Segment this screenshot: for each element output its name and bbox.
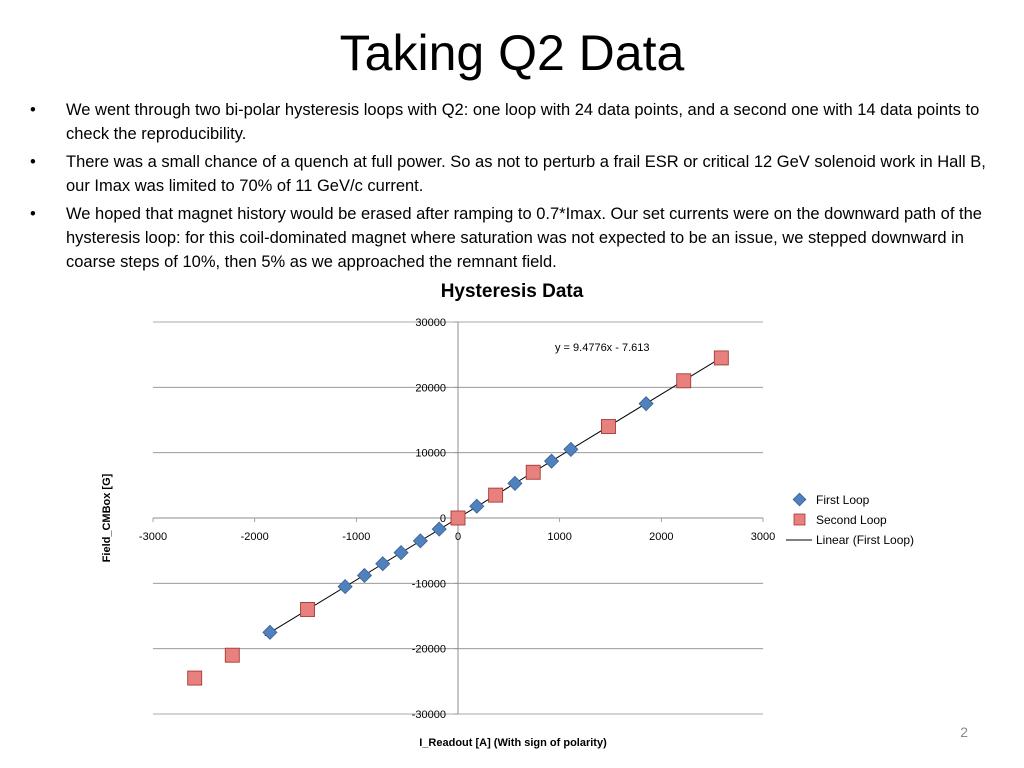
data-point-first-loop	[638, 396, 654, 412]
data-point-second-loop	[224, 647, 240, 663]
data-point-second-loop	[676, 373, 692, 389]
x-tick-label: 2000	[649, 531, 673, 543]
legend-item-linear: Linear (First Loop)	[786, 533, 914, 547]
data-point-first-loop	[507, 475, 523, 491]
data-point-first-loop	[543, 453, 560, 469]
legend-marker-second-loop	[793, 513, 806, 526]
trendline-equation: y = 9.4776x - 7.613	[555, 342, 649, 354]
data-point-first-loop	[469, 498, 485, 514]
y-axis-title: Field_CMBox [G]	[101, 473, 113, 562]
data-point-first-loop	[356, 567, 373, 584]
y-tick-label: 20000	[415, 382, 446, 394]
data-point-second-loop	[450, 510, 466, 526]
legend-label-first-loop: First Loop	[816, 493, 870, 507]
x-axis-title: I_Readout [A] (With sign of polarity)	[419, 737, 607, 749]
slide-title: Taking Q2 Data	[339, 25, 685, 81]
bullet-item: We went through two bi-polar hysteresis …	[30, 98, 990, 146]
bullet-list: We went through two bi-polar hysteresis …	[30, 98, 990, 278]
data-point-second-loop	[300, 602, 315, 617]
data-point-second-loop	[713, 350, 729, 366]
data-point-first-loop	[337, 579, 353, 595]
x-tick-label: -1000	[342, 531, 370, 543]
x-tick-label: 0	[455, 531, 461, 543]
legend-label-linear: Linear (First Loop)	[816, 533, 914, 547]
data-point-first-loop	[412, 533, 428, 549]
legend-marker-first-loop	[792, 492, 807, 507]
y-tick-label: -20000	[412, 644, 446, 656]
data-point-second-loop	[601, 419, 616, 434]
y-tick-label: 30000	[415, 317, 446, 329]
chart-legend: First Loop Second Loop Linear (First Loo…	[786, 492, 914, 547]
bullet-item: There was a small chance of a quench at …	[30, 150, 990, 198]
y-tick-label: -30000	[412, 709, 446, 721]
chart-title: Hysteresis Data	[441, 281, 584, 302]
data-point-second-loop	[488, 487, 504, 503]
data-point-first-loop	[431, 521, 447, 537]
x-tick-label: 3000	[751, 531, 775, 543]
legend-item-first-loop: First Loop	[792, 492, 870, 507]
legend-label-second-loop: Second Loop	[816, 513, 887, 527]
x-tick-label: -2000	[241, 531, 269, 543]
y-tick-label: 10000	[415, 448, 446, 460]
x-tick-label: -3000	[139, 531, 167, 543]
y-tick-label: -10000	[412, 578, 446, 590]
data-point-second-loop	[525, 464, 541, 480]
data-point-first-loop	[262, 624, 278, 640]
data-points	[187, 350, 729, 686]
legend-item-second-loop: Second Loop	[793, 513, 887, 527]
data-point-first-loop	[393, 545, 409, 561]
bullet-item: We hoped that magnet history would be er…	[30, 202, 990, 274]
y-tick-label: 0	[440, 513, 446, 525]
data-point-first-loop	[375, 556, 391, 572]
x-tick-label: 1000	[547, 531, 571, 543]
hysteresis-chart: Hysteresis Data -30000-20000-10000010000…	[101, 281, 914, 749]
data-point-first-loop	[563, 441, 579, 457]
page-number: 2	[960, 724, 968, 740]
data-point-second-loop	[187, 670, 203, 686]
tick-labels: -30000-20000-100000100002000030000-3000-…	[139, 317, 775, 721]
